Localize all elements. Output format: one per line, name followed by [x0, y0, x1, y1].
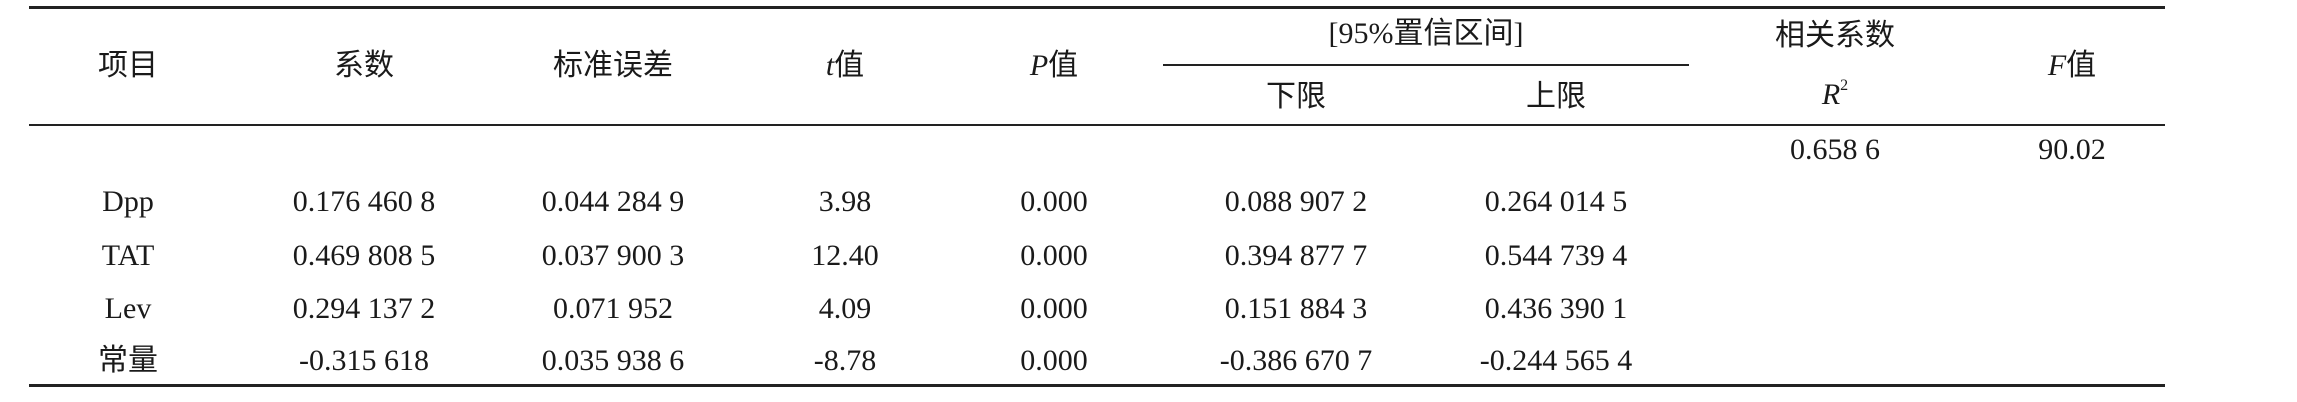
top-rule [29, 6, 2165, 9]
cell-t: -8.78 [813, 344, 877, 377]
t-symbol: t [825, 49, 835, 82]
cell-p: 0.000 [1020, 185, 1088, 218]
cell-coef: 0.469 808 5 [292, 239, 436, 272]
cell-t: 3.98 [818, 185, 872, 218]
header-ci-group: [95%置信区间] [1328, 17, 1524, 50]
header-p: P值 [1030, 51, 1078, 81]
cell-t: 4.09 [818, 292, 872, 325]
cell-t: 12.40 [811, 239, 879, 272]
cell-coef: 0.176 460 8 [292, 185, 436, 218]
cell-p: 0.000 [1020, 239, 1088, 272]
cell-lower: -0.386 670 7 [1219, 344, 1373, 377]
cell-upper: -0.244 565 4 [1479, 344, 1633, 377]
p-suffix: 值 [1048, 49, 1079, 82]
cell-item: 常量 [98, 344, 158, 377]
cell-item: Lev [104, 292, 152, 325]
header-std-err: 标准误差 [553, 49, 673, 82]
summary-r2: 0.658 6 [1790, 133, 1880, 166]
cell-lower: 0.151 884 3 [1224, 292, 1368, 325]
cell-upper: 0.436 390 1 [1484, 292, 1628, 325]
r-symbol: R [1821, 78, 1841, 111]
cell-p: 0.000 [1020, 344, 1088, 377]
cell-coef: -0.315 618 [299, 344, 429, 377]
cell-std-err: 0.037 900 3 [541, 239, 685, 272]
bottom-rule [29, 384, 2165, 387]
f-suffix: 值 [2066, 49, 2097, 82]
cell-p: 0.000 [1020, 292, 1088, 325]
header-ci-upper: 上限 [1526, 80, 1586, 113]
cell-std-err: 0.035 938 6 [541, 344, 685, 377]
cell-upper: 0.264 014 5 [1484, 185, 1628, 218]
header-ci-lower: 下限 [1266, 80, 1326, 113]
header-t: t值 [826, 51, 864, 81]
cell-upper: 0.544 739 4 [1484, 239, 1628, 272]
header-rule [29, 124, 2165, 126]
header-f: F值 [2048, 51, 2096, 81]
header-coef: 系数 [334, 49, 394, 82]
header-r2-symbol: R2 [1821, 77, 1849, 111]
p-symbol: P [1029, 49, 1049, 82]
cell-std-err: 0.044 284 9 [541, 185, 685, 218]
cell-lower: 0.394 877 7 [1224, 239, 1368, 272]
header-item: 项目 [98, 49, 158, 82]
cell-item: TAT [101, 239, 155, 272]
cell-item: Dpp [102, 185, 154, 218]
header-r2-label: 相关系数 [1775, 19, 1895, 52]
cell-lower: 0.088 907 2 [1224, 185, 1368, 218]
summary-f: 90.02 [2038, 133, 2106, 166]
t-suffix: 值 [834, 49, 865, 82]
cell-coef: 0.294 137 2 [292, 292, 436, 325]
cell-std-err: 0.071 952 [553, 292, 673, 325]
ci-group-rule [1163, 64, 1689, 66]
f-symbol: F [2047, 49, 2067, 82]
r-superscript: 2 [1840, 77, 1849, 94]
